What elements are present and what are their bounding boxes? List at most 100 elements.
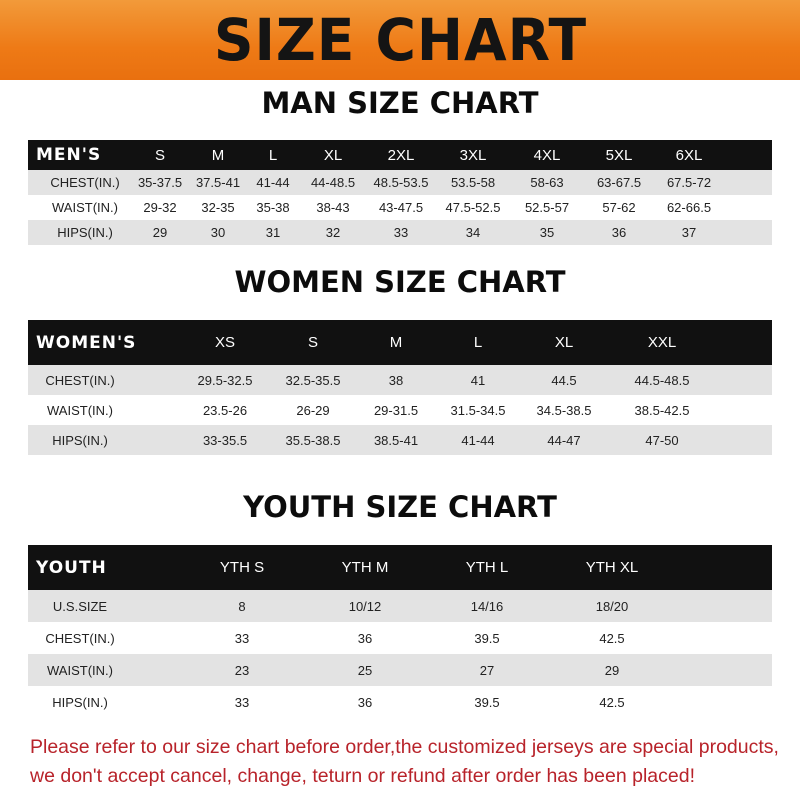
table-heading: MEN'S [36,145,102,165]
table-cell: 43-47.5 [378,200,424,215]
size-header: XL [323,146,343,164]
table-cell: 42.5 [599,630,625,646]
women-title: WOMEN SIZE CHART [234,265,566,299]
table-cell: 63-67.5 [596,175,642,190]
row-label: WAIST(IN.) [47,402,113,418]
table-cell: 8 [238,598,246,614]
table-cell: 41 [470,372,486,388]
size-header: YTH S [219,559,265,576]
row-label: CHEST(IN.) [50,175,120,190]
size-header: XXL [647,334,677,351]
table-cell: 23.5-26 [202,402,248,418]
table-cell: 37.5-41 [195,175,241,190]
table-cell: 41-44 [461,432,495,448]
table-header-row: MEN'S S M L XL 2XL 3XL 4XL 5XL 6XL [28,140,772,170]
table-cell: 31.5-34.5 [450,402,506,418]
table-cell: 33 [234,694,250,710]
size-header: YTH M [341,559,389,576]
table-row: CHEST(IN.) 33 36 39.5 42.5 [28,622,772,654]
table-cell: 23 [234,662,250,678]
size-header: XL [554,334,574,351]
row-label: WAIST(IN.) [47,662,113,678]
size-header: 5XL [605,146,633,164]
size-header: YTH XL [585,559,639,576]
table-cell: 47.5-52.5 [445,200,501,215]
women-size-table: WOMEN'S XS S M L XL XXL CHEST(IN.) 29.5-32.5 32.5… [28,320,772,455]
table-cell: 44-47 [547,432,581,448]
table-row: HIPS(IN.) 33 36 39.5 42.5 [28,686,772,718]
table-cell: 36 [611,225,627,240]
table-cell: 33 [393,225,409,240]
table-cell: 27 [479,662,495,678]
table-cell: 42.5 [599,694,625,710]
table-cell: 26-29 [296,402,330,418]
table-cell: 38.5-41 [373,432,419,448]
table-heading: WOMEN'S [36,332,137,353]
banner-title: SIZE CHART [213,6,587,74]
row-label: WAIST(IN.) [52,200,118,215]
notice-line-1: Please refer to our size chart before or… [30,736,779,758]
table-cell: 32 [325,225,341,240]
table-cell: 10/12 [348,598,382,614]
table-cell: 29 [152,225,168,240]
table-cell: 38 [388,372,404,388]
table-cell: 35.5-38.5 [285,432,341,448]
table-row: HIPS(IN.) 33-35.5 35.5-38.5 38.5-41 41-44 44-… [28,425,772,455]
table-cell: 33-35.5 [202,432,248,448]
table-cell: 52.5-57 [524,200,570,215]
table-cell: 36 [357,630,373,646]
table-header-row: WOMEN'S XS S M L XL XXL [28,320,772,365]
table-cell: 38.5-42.5 [634,402,690,418]
table-cell: 53.5-58 [450,175,496,190]
table-cell: 18/20 [595,598,629,614]
size-header: YTH L [465,559,509,576]
table-row: WAIST(IN.) 23.5-26 26-29 29-31.5 31.5-34.5 34… [28,395,772,425]
table-cell: 32.5-35.5 [285,372,341,388]
table-row: HIPS(IN.) 29 30 31 32 33 34 35 36 37 [28,220,772,245]
table-cell: 31 [265,225,281,240]
table-cell: 25 [357,662,373,678]
youth-title: YOUTH SIZE CHART [243,490,557,524]
table-cell: 62-66.5 [666,200,712,215]
size-header: S [307,334,319,351]
table-cell: 58-63 [530,175,564,190]
table-cell: 14/16 [470,598,504,614]
table-cell: 36 [357,694,373,710]
table-cell: 48.5-53.5 [373,175,429,190]
table-cell: 47-50 [645,432,679,448]
table-cell: 33 [234,630,250,646]
table-cell: 37 [681,225,697,240]
table-row: WAIST(IN.) 23 25 27 29 [28,654,772,686]
table-cell: 44.5-48.5 [634,372,690,388]
size-header: 6XL [675,146,703,164]
table-cell: 39.5 [474,694,500,710]
table-cell: 29 [604,662,620,678]
size-header: 4XL [533,146,561,164]
table-cell: 29.5-32.5 [197,372,253,388]
table-cell: 39.5 [474,630,500,646]
table-cell: 57-62 [602,200,636,215]
size-header: 3XL [459,146,487,164]
table-cell: 34.5-38.5 [536,402,592,418]
table-cell: 44-48.5 [310,175,356,190]
size-header: M [389,334,403,351]
table-row: U.S.SIZE 8 10/12 14/16 18/20 [28,590,772,622]
table-cell: 44.5 [551,372,577,388]
table-cell: 32-35 [201,200,235,215]
men-title: MAN SIZE CHART [261,86,539,120]
youth-size-table: YOUTH YTH S YTH M YTH L YTH XL U.S.SIZE 8 10/12… [28,545,772,718]
table-cell: 34 [465,225,481,240]
table-row: CHEST(IN.) 29.5-32.5 32.5-35.5 38 41 44.5 44.5… [28,365,772,395]
size-header: 2XL [387,146,415,164]
table-cell: 29-31.5 [373,402,419,418]
table-cell: 35-37.5 [137,175,183,190]
row-label: CHEST(IN.) [45,630,115,646]
table-cell: 30 [210,225,226,240]
table-cell: 38-43 [316,200,350,215]
table-row: CHEST(IN.) 35-37.5 37.5-41 41-44 44-48.5 48.5… [28,170,772,195]
table-cell: 35 [539,225,555,240]
row-label: HIPS(IN.) [52,432,108,448]
table-cell: 67.5-72 [666,175,712,190]
size-header: S [154,146,166,164]
table-cell: 35-38 [256,200,290,215]
